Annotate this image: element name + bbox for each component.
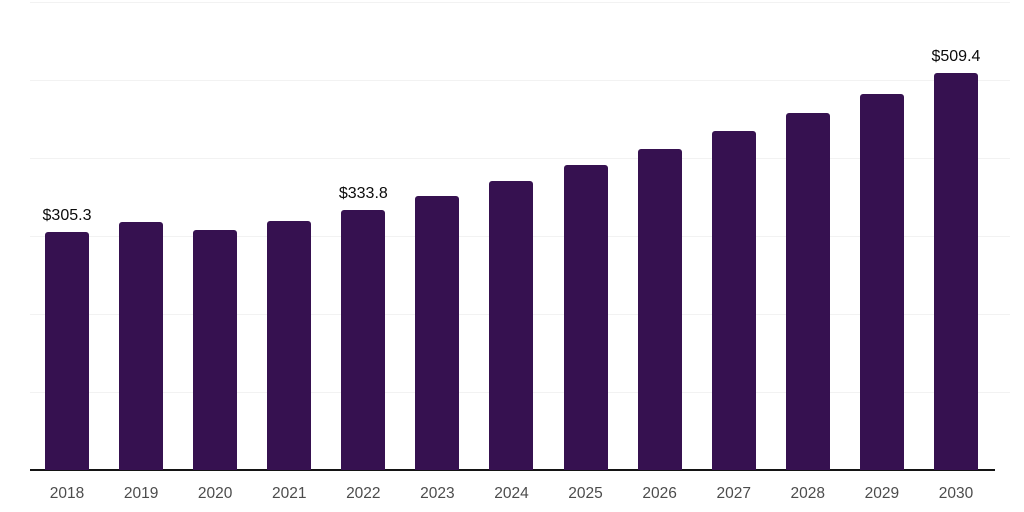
x-tick-label-2021: 2021 (271, 485, 307, 502)
x-tick-label-2024: 2024 (494, 485, 529, 502)
x-tick-label-2020: 2020 (197, 485, 233, 502)
x-tick-label-2023: 2023 (420, 485, 455, 502)
bar-2025 (563, 165, 608, 470)
bar-2022 (341, 209, 386, 470)
x-tick-label-2018: 2018 (49, 485, 85, 502)
x-axis-line (30, 469, 995, 471)
x-tick-label-2022: 2022 (346, 485, 381, 502)
bar-value-label-2030: $509.4 (931, 47, 981, 65)
x-tick-label-2030: 2030 (938, 485, 974, 502)
bar-2020 (193, 229, 238, 470)
bar-2018 (45, 231, 89, 470)
bar-2024 (489, 180, 534, 470)
bar-2030 (933, 72, 978, 470)
bar-value-label-2018: $305.3 (42, 206, 92, 224)
bar-2019 (119, 221, 164, 470)
bar-2021 (267, 221, 312, 470)
bar-2023 (415, 195, 460, 470)
x-tick-label-2029: 2029 (864, 485, 900, 502)
x-tick-label-2027: 2027 (716, 485, 751, 502)
gridline-600 (30, 2, 1010, 3)
x-tick-label-2028: 2028 (790, 485, 826, 502)
gridline-500 (30, 80, 1010, 81)
bar-2026 (637, 148, 682, 470)
bar-value-label-2022: $333.8 (338, 184, 388, 202)
x-tick-label-2026: 2026 (642, 485, 677, 502)
x-tick-label-2025: 2025 (568, 485, 603, 502)
x-tick-label-2019: 2019 (123, 485, 159, 502)
bar-2029 (859, 93, 904, 470)
gridline-400 (30, 158, 1010, 159)
bar-2027 (711, 131, 756, 470)
bar-2028 (785, 112, 830, 470)
